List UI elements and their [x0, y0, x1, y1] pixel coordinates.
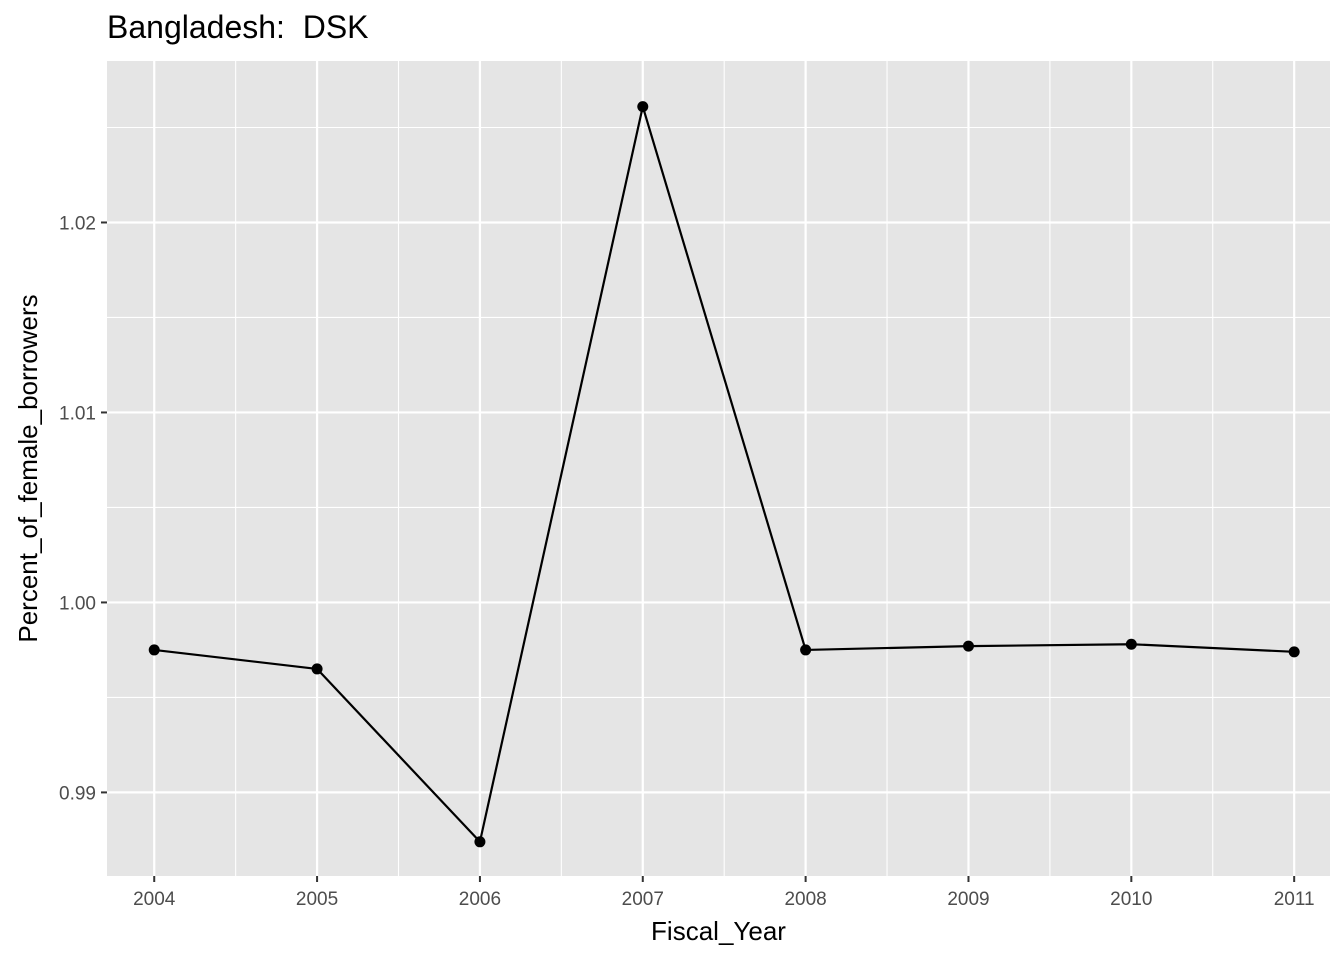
grid-major	[107, 61, 1330, 876]
data-point	[474, 836, 486, 848]
x-tick-label: 2007	[622, 889, 664, 910]
x-tick-label: 2006	[459, 889, 501, 910]
x-tick-label: 2008	[784, 889, 826, 910]
y-tick-label: 0.99	[59, 783, 96, 804]
data-point	[800, 644, 812, 656]
data-point	[148, 644, 160, 656]
y-axis: 0.99 1.00 1.01 1.02	[59, 213, 107, 804]
chart-title: Bangladesh: DSK	[107, 9, 369, 45]
data-point	[1288, 646, 1300, 658]
x-tick-label: 2005	[296, 889, 338, 910]
series-layer	[148, 101, 1300, 848]
x-tick-label: 2009	[947, 889, 989, 910]
y-axis-title: Percent_of_female_borrowers	[13, 294, 43, 642]
data-point	[637, 101, 649, 113]
y-tick-label: 1.02	[59, 213, 96, 234]
y-tick-label: 1.01	[59, 403, 96, 424]
x-tick-label: 2011	[1274, 889, 1315, 910]
x-tick-label: 2004	[133, 889, 176, 910]
x-axis-title: Fiscal_Year	[651, 916, 786, 946]
data-point	[311, 663, 323, 675]
data-point	[1125, 638, 1137, 650]
y-tick-label: 1.00	[59, 593, 96, 614]
x-axis: 2004 2005 2006 2007 2008 2009 2010 2011	[133, 876, 1315, 910]
x-tick-label: 2010	[1110, 889, 1152, 910]
grid-minor	[107, 61, 1330, 876]
series-line	[154, 105, 1295, 843]
plot-panel	[107, 61, 1330, 876]
data-point	[962, 640, 974, 652]
